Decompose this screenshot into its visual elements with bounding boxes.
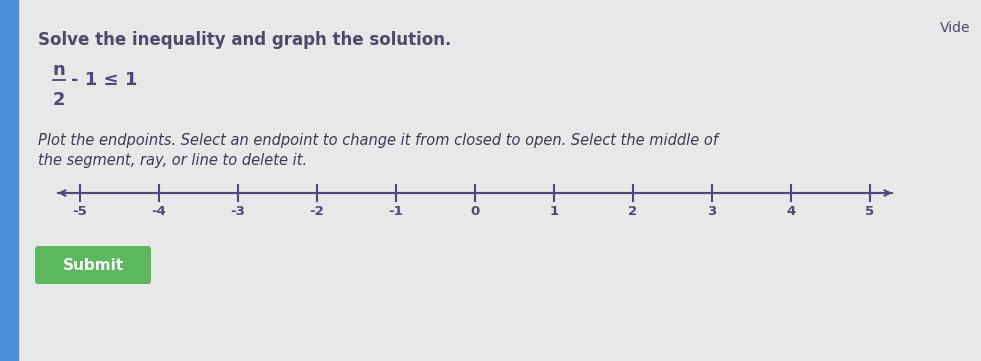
Text: -5: -5 [73,205,87,218]
FancyBboxPatch shape [35,246,151,284]
Text: - 1 ≤ 1: - 1 ≤ 1 [71,71,137,89]
Bar [0,0,18,361]
Text: -4: -4 [151,205,167,218]
Text: Submit: Submit [63,257,124,273]
Text: n: n [53,61,66,79]
Text: 5: 5 [865,205,875,218]
Text: -3: -3 [231,205,245,218]
Text: the segment, ray, or line to delete it.: the segment, ray, or line to delete it. [38,153,307,168]
Text: -1: -1 [388,205,403,218]
Text: -2: -2 [310,205,325,218]
Text: 2: 2 [53,91,66,109]
Text: 1: 1 [549,205,558,218]
Text: 2: 2 [629,205,638,218]
Text: 3: 3 [707,205,717,218]
Text: Vide: Vide [940,21,970,35]
Text: Plot the endpoints. Select an endpoint to change it from closed to open. Select : Plot the endpoints. Select an endpoint t… [38,133,718,148]
Text: Solve the inequality and graph the solution.: Solve the inequality and graph the solut… [38,31,451,49]
Text: 4: 4 [787,205,796,218]
Text: 0: 0 [470,205,480,218]
